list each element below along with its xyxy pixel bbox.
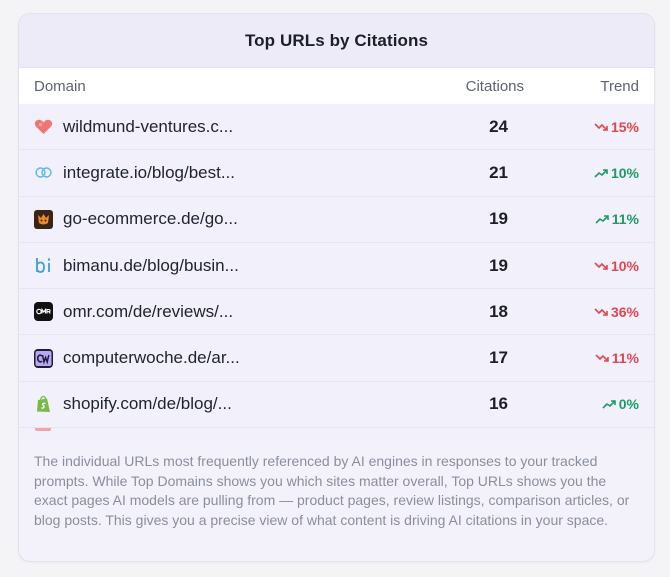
heart-logo-icon [34,117,53,136]
trend-up-icon [602,400,616,409]
trend-percent: 0% [618,396,639,413]
citation-count: 21 [489,162,508,182]
domain-cell: go-ecommerce.de/go... [34,209,404,229]
domain-cell: bimanu.de/blog/busin... [34,256,404,276]
go-ecommerce-logo-icon [34,209,53,229]
citation-count: 18 [489,301,508,321]
trend-value: 10% [524,258,639,274]
trend-value: 10% [524,165,639,181]
trend-down-icon [594,261,608,270]
citation-count: 17 [489,348,508,368]
citation-count: 24 [489,116,508,136]
trend-value: 15% [524,119,639,135]
url-link[interactable]: go-ecommerce.de/go... [63,209,238,229]
trend-up-icon [595,215,609,224]
table-row[interactable]: go-ecommerce.de/go... 19 11% [19,197,654,243]
domain-cell: shopify.com/de/blog/... [34,394,404,414]
url-link[interactable]: wildmund-ventures.c... [63,116,234,136]
trend-value: 11% [524,350,639,366]
omr-logo-icon [34,302,53,322]
top-urls-card: Top URLs by Citations Domain Citations T… [18,13,655,562]
domain-cell: integrate.io/blog/best... [34,163,404,183]
domain-cell: wildmund-ventures.c... [34,117,404,137]
domain-cell: omr.com/de/reviews/... [34,302,404,322]
table-header: Domain Citations Trend [19,68,654,104]
card-description: The individual URLs most frequently refe… [34,453,630,528]
trend-value: 36% [524,304,639,320]
computerwoche-logo-icon [34,348,53,368]
trend-down-icon [594,123,608,131]
citation-count: 19 [489,209,508,229]
column-header-citations[interactable]: Citations [465,77,524,95]
card-title: Top URLs by Citations [244,30,429,50]
table-row[interactable]: shopify.com/de/blog/... 16 0% [19,382,654,429]
clipped-row [19,428,654,440]
trend-value: 11% [524,211,639,227]
integrate-logo-icon [34,163,53,182]
citation-count: 19 [489,255,508,275]
domain-cell: computerwoche.de/ar... [34,348,404,368]
column-header-trend[interactable]: Trend [600,77,639,95]
table-row[interactable]: computerwoche.de/ar... 17 11% [19,335,654,382]
trend-value: 0% [524,396,639,412]
trend-up-icon [594,169,608,178]
card-header: Top URLs by Citations [19,14,654,68]
column-header-domain[interactable]: Domain [34,77,86,95]
trend-percent: 11% [611,211,639,228]
trend-percent: 10% [610,257,639,274]
url-link[interactable]: omr.com/de/reviews/... [63,301,234,321]
table-row[interactable]: wildmund-ventures.c... 24 15% [19,104,654,151]
citation-count: 16 [489,394,508,414]
url-link[interactable]: computerwoche.de/ar... [63,348,240,368]
clipped-favicon [35,428,51,432]
trend-down-icon [595,354,609,362]
bimanu-logo-icon [34,256,53,275]
url-link[interactable]: bimanu.de/blog/busin... [63,255,239,275]
url-link[interactable]: integrate.io/blog/best... [63,162,236,182]
table-row[interactable]: bimanu.de/blog/busin... 19 10% [19,243,654,290]
url-link[interactable]: shopify.com/de/blog/... [63,394,232,414]
table-row[interactable]: integrate.io/blog/best... 21 10% [19,150,654,197]
trend-percent: 11% [611,350,639,367]
trend-percent: 10% [610,164,639,181]
trend-percent: 15% [610,118,639,135]
url-table-body: wildmund-ventures.c... 24 15% integrate.… [19,104,654,441]
trend-down-icon [594,308,608,316]
shopify-logo-icon [34,395,53,414]
trend-percent: 36% [610,303,639,320]
table-row[interactable]: omr.com/de/reviews/... 18 36% [19,289,654,336]
